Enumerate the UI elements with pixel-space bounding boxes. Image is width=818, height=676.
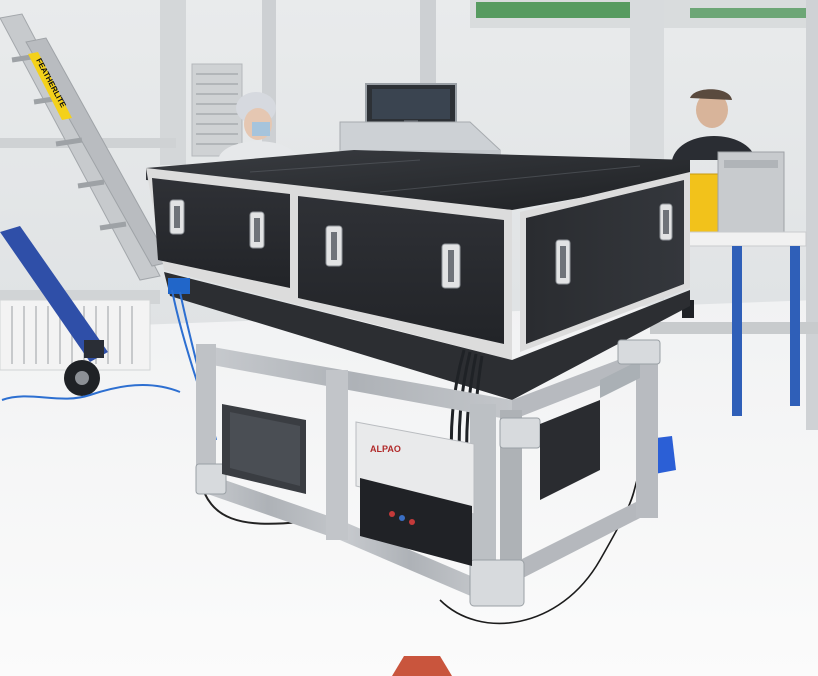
blue-ladder-leg [0,226,108,362]
floor-cable-blue [1,383,181,401]
green-band [476,2,636,18]
orange-floor-mat [392,656,452,676]
ladder-foot-bracket [84,340,104,358]
ladder-wheel-hub [75,371,89,385]
ladder-label-sticker [28,52,72,120]
wall-vent-slats [196,73,238,145]
computer-unit [222,404,306,494]
panel-handle-slots [174,206,669,282]
blue-workbench [675,231,807,416]
side-panel [526,180,684,344]
lower-electronics [360,478,472,566]
wall-vent [191,63,243,157]
blue-connector-box [168,278,190,294]
technician-left [218,92,298,160]
monitor [365,83,457,128]
alpao-label: ALPAO [370,444,401,454]
floor-cable-right [439,469,641,625]
enclosure-base [164,272,690,400]
aluminum-ladder: FEATHERLITE [0,13,171,281]
enclosure-top [146,150,690,210]
side-instrument [717,151,785,241]
green-band-right [690,8,818,18]
front-panel-center [298,196,504,344]
right-inner-unit [540,400,600,500]
corner-brackets [195,339,661,607]
enclosure-top-seams [249,159,641,193]
front-panel-left [152,178,290,288]
